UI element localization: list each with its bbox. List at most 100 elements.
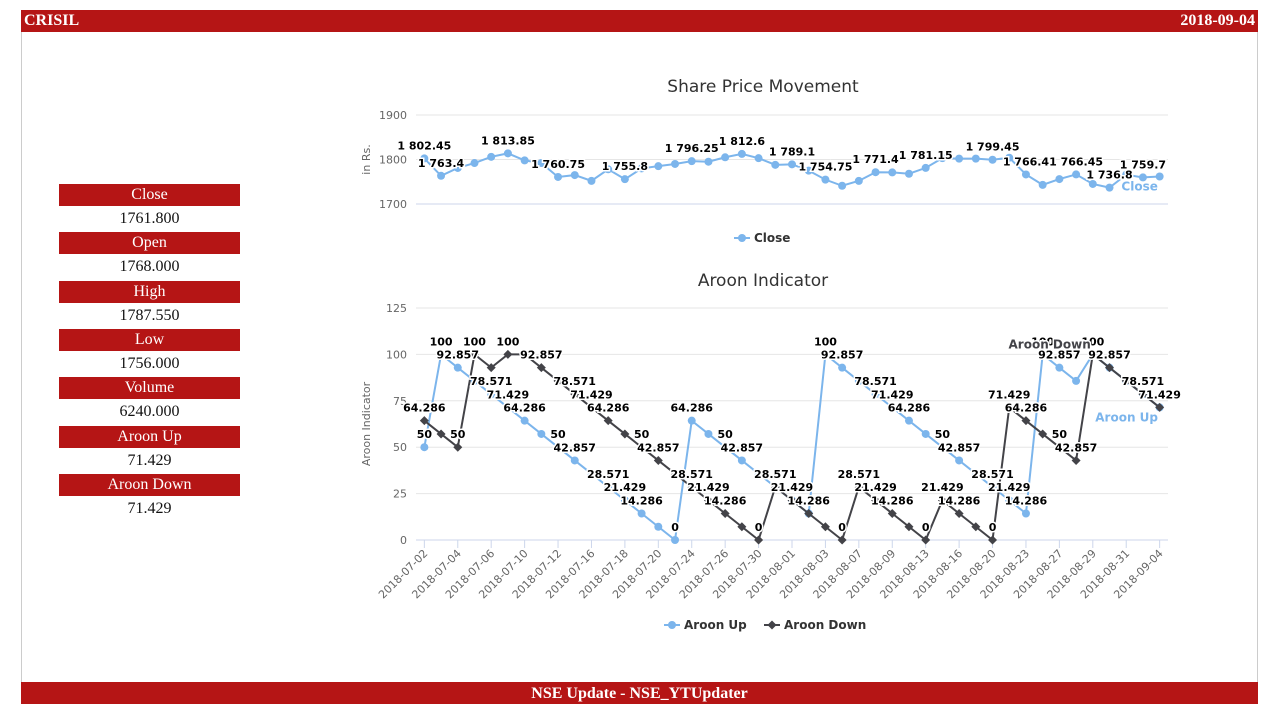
marker [1072,376,1081,385]
marker [537,159,546,168]
data-label: 50 [634,428,650,441]
stat-label: High [59,280,240,303]
data-label: 14.286 [787,494,830,507]
marker [1105,183,1114,192]
marker [821,175,830,184]
marker [687,482,697,492]
marker [554,172,563,181]
data-label: 1 759.7 [1120,158,1166,171]
legend-marker [738,234,746,242]
marker [1021,170,1030,179]
marker [637,164,646,173]
marker [687,157,696,166]
data-label: 14.286 [938,494,981,507]
data-label: 50 [550,428,566,441]
marker [437,350,446,359]
data-label: 1 766.45 [1049,155,1103,168]
data-label: 1 802.45 [397,139,451,152]
marker [988,535,998,545]
data-label: 21.429 [687,481,729,494]
marker [587,176,596,185]
data-label: 1 763.4 [418,157,465,170]
stat-label: Volume [59,377,240,400]
y-tick-label: 25 [393,488,407,501]
marker [553,376,563,386]
marker [470,159,479,168]
data-label: 78.571 [554,375,596,388]
data-label: 1 760.75 [531,158,585,171]
marker [1105,363,1115,373]
data-label: 28.571 [587,468,629,481]
data-label: 1 736.8 [1086,169,1132,182]
marker [737,149,746,158]
data-label: 0 [989,521,997,534]
data-label: 64.286 [503,402,546,415]
data-label: 42.857 [721,441,763,454]
marker [453,442,463,452]
marker [1005,153,1014,162]
stat-label: Aroon Down [59,473,240,496]
y-tick-label: 1900 [379,109,407,122]
marker [671,159,680,168]
data-label: 64.286 [671,402,714,415]
marker [921,535,931,545]
marker [653,455,663,465]
data-label: 14.286 [620,494,663,507]
data-label: 0 [755,521,763,534]
stat: Aroon Up 71.429 [59,425,240,474]
marker [637,442,647,452]
data-label: 21.429 [921,481,963,494]
marker [603,416,613,426]
data-label: 1 812.6 [719,135,766,148]
marker [938,154,947,163]
marker [887,508,897,518]
data-label: 64.286 [1005,402,1048,415]
data-label: 0 [838,521,846,534]
stat-value: 1761.800 [119,210,180,227]
data-label: 71.429 [988,388,1030,401]
y-tick-label: 1700 [379,198,407,211]
marker [737,456,746,465]
stat-label: Aroon Up [59,425,240,448]
frame-right [1257,32,1258,682]
marker [720,508,730,518]
data-label: 78.571 [1122,375,1164,388]
data-label: 21.429 [771,481,813,494]
marker [838,363,847,372]
stat: Open 1768.000 [59,232,240,280]
marker [503,403,512,412]
marker [453,363,462,372]
marker [554,443,563,452]
marker [754,535,764,545]
data-label: 1 755.8 [602,160,648,173]
data-label: 28.571 [838,468,880,481]
marker [854,376,863,385]
marker [820,522,830,532]
marker [1155,402,1165,412]
marker [419,416,429,426]
stat-value: 71.429 [127,451,172,469]
frame-left [21,32,22,682]
stat-value: 1756.000 [119,354,180,372]
marker [1038,429,1048,439]
data-label: 0 [922,521,930,534]
marker [1055,175,1064,184]
marker [754,154,763,163]
data-label: 21.429 [854,481,896,494]
y-axis-title: in Rs. [360,144,373,174]
header-title: CRISIL [24,12,80,29]
marker [687,416,696,425]
marker [938,443,947,452]
marker [955,154,964,163]
data-label: 1 781.15 [899,149,953,162]
marker [1122,170,1131,179]
marker [871,495,881,505]
stat-label: Open [59,232,240,255]
marker [1021,509,1030,518]
series-name-label: Close [1121,179,1157,193]
marker [536,363,546,373]
marker [871,390,880,399]
stat: Aroon Down 71.429 [59,473,240,522]
data-label: 100 [1081,335,1104,348]
